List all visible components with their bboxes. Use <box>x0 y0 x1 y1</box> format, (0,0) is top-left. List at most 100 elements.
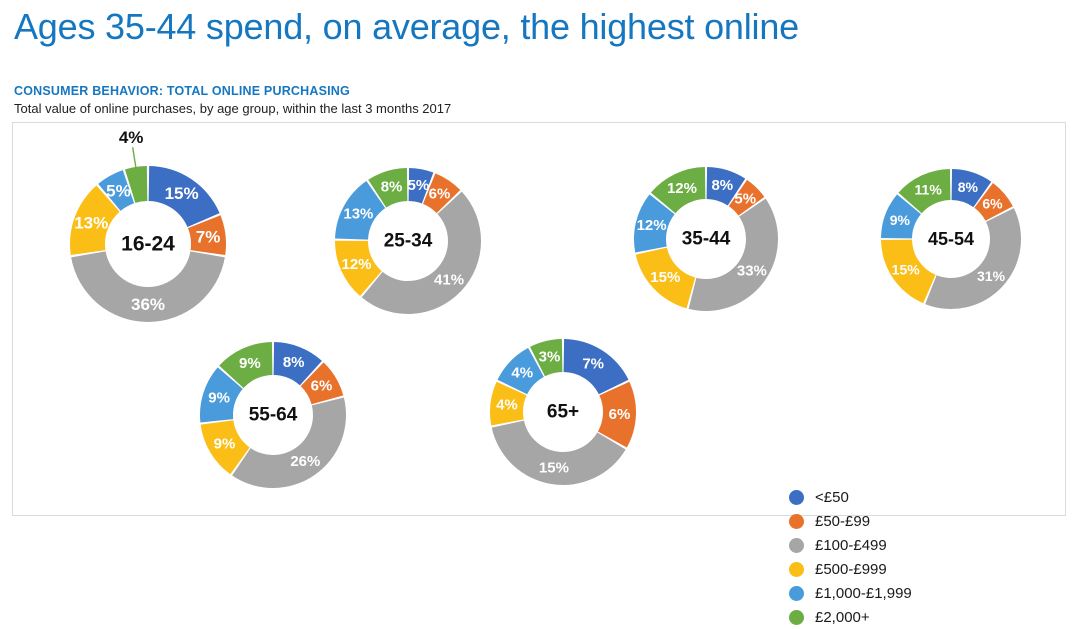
chart-subtitle: Total value of online purchases, by age … <box>14 101 452 116</box>
slice-value-label: 9% <box>239 355 261 372</box>
legend-swatch-icon <box>789 561 804 577</box>
slice-value-label: 6% <box>609 406 631 423</box>
legend-swatch-icon <box>789 609 804 625</box>
donut-slice <box>335 240 382 297</box>
chart-panel: 15% 7% 36% 13% 5% 4% 16-24 5% 6% 41% 12% 13% 8% 25-34… <box>12 120 1067 626</box>
slice-value-label: 4% <box>511 364 533 381</box>
slice-value-label: 12% <box>667 180 697 197</box>
slice-value-label: 4% <box>496 397 518 414</box>
slice-value-label: 7% <box>582 356 604 373</box>
slice-value-label: 15% <box>539 459 569 476</box>
slice-value-label: 31% <box>977 268 1006 284</box>
page-title: Ages 35-44 spend, on average, the highes… <box>14 6 799 47</box>
donut-slice <box>635 247 696 309</box>
legend-label: £50-£99 <box>815 512 871 530</box>
slice-value-label: 15% <box>892 261 921 277</box>
donut-chart-65plus: 7% 6% 15% 4% 4% 3% 65+ <box>444 293 682 531</box>
slice-value-label: 9% <box>890 212 911 228</box>
slice-value-label: 12% <box>637 217 667 234</box>
legend-swatch-icon <box>789 489 804 505</box>
legend-swatch-icon <box>789 537 804 553</box>
slice-value-label: 9% <box>208 390 230 407</box>
donut-slice <box>300 362 344 405</box>
slice-value-label: 8% <box>381 178 403 195</box>
donut-slice <box>974 182 1013 221</box>
slice-value-label: 7% <box>196 227 221 246</box>
donut-slice <box>200 420 250 475</box>
legend-item[interactable]: £500-£999 <box>789 557 912 581</box>
donut-slice <box>898 169 951 214</box>
donut-slice <box>881 239 936 304</box>
slice-value-label: 8% <box>711 177 733 194</box>
donut-slice <box>361 191 482 315</box>
slice-value-label: 13% <box>343 205 373 222</box>
slice-value-label: 9% <box>214 436 236 453</box>
donut-slice <box>951 169 992 208</box>
chart-kicker: CONSUMER BEHAVIOR: TOTAL ONLINE PURCHASI… <box>14 84 350 98</box>
donut-slice <box>597 381 636 448</box>
donut-slice <box>490 381 527 426</box>
donut-slice <box>200 367 243 423</box>
slice-value-label: 6% <box>982 196 1003 212</box>
slice-value-label: 6% <box>311 377 333 394</box>
donut-slice <box>634 194 675 253</box>
legend-item[interactable]: £100-£499 <box>789 533 912 557</box>
donut-slice <box>423 173 461 214</box>
donut-slice <box>187 215 226 256</box>
donut-slice <box>408 168 434 204</box>
chart-legend: <£50 £50-£99 £100-£499 £500-£999 £1,000-£1,9… <box>789 485 912 629</box>
slice-value-label: 8% <box>958 179 979 195</box>
donut-center-label: 35-44 <box>682 229 731 250</box>
donut-slice <box>71 251 225 323</box>
donut-slice <box>219 342 273 388</box>
slice-value-label: 13% <box>74 214 108 233</box>
donut-center-label: 25-34 <box>384 231 433 252</box>
donut-chart-45-54: 8% 6% 31% 15% 9% 11% 45-54 <box>835 123 1067 355</box>
slice-value-label: 33% <box>737 263 767 280</box>
donut-slice <box>98 170 135 211</box>
legend-label: <£50 <box>815 488 849 506</box>
slice-value-label: 36% <box>131 295 165 314</box>
donut-chart-16-24: 15% 7% 36% 13% 5% 4% 16-24 <box>24 120 272 368</box>
legend-label: £500-£999 <box>815 560 887 578</box>
slice-value-label: 8% <box>283 354 305 371</box>
legend-item[interactable]: £2,000+ <box>789 605 912 629</box>
donut-slice <box>881 194 921 239</box>
legend-item[interactable]: £50-£99 <box>789 509 912 533</box>
donut-slice <box>728 179 765 216</box>
donut-slice <box>925 208 1021 310</box>
donut-chart-35-44: 8% 5% 33% 15% 12% 12% 35-44 <box>588 121 824 357</box>
donut-slice <box>563 339 629 395</box>
legend-swatch-icon <box>789 585 804 601</box>
slice-value-label: 15% <box>650 269 680 286</box>
donut-slice <box>530 339 563 377</box>
slice-value-label: 12% <box>342 256 372 273</box>
slice-value-label: 11% <box>915 182 943 198</box>
donut-slice <box>335 181 386 240</box>
donut-center-label: 65+ <box>547 402 579 423</box>
slice-value-label: 3% <box>539 349 561 366</box>
slice-value-label: 6% <box>429 186 451 203</box>
donut-center-label: 45-54 <box>928 229 974 249</box>
legend-label: £1,000-£1,999 <box>815 584 912 602</box>
donut-slice <box>497 347 544 395</box>
donut-chart-55-64: 8% 6% 26% 9% 9% 9% 55-64 <box>154 296 392 534</box>
donut-slice <box>125 166 148 203</box>
slice-value-label: 5% <box>408 177 430 194</box>
donut-slice <box>706 167 746 206</box>
slice-value-label: 15% <box>165 184 199 203</box>
slice-value-label: 5% <box>106 182 131 201</box>
donut-slice <box>232 397 347 488</box>
donut-slice <box>148 166 220 227</box>
donut-slice <box>688 198 778 311</box>
slice-value-label: 41% <box>434 271 464 288</box>
slice-value-label: 26% <box>290 453 320 470</box>
legend-item[interactable]: £1,000-£1,999 <box>789 581 912 605</box>
legend-label: £2,000+ <box>815 608 870 626</box>
slice-value-label: 5% <box>734 191 756 208</box>
donut-slice <box>368 168 408 208</box>
legend-swatch-icon <box>789 513 804 529</box>
donut-slice <box>491 420 626 485</box>
donut-slice <box>273 342 322 386</box>
legend-item[interactable]: <£50 <box>789 485 912 509</box>
